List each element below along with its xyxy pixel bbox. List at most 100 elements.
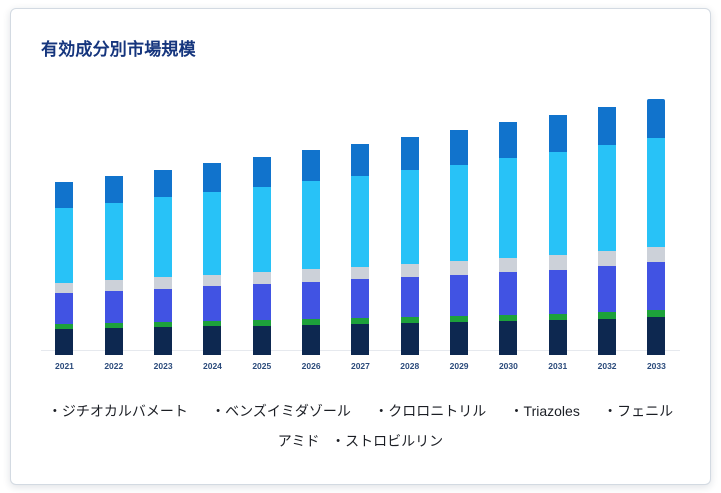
bar-segment [351,323,370,355]
x-axis-label: 2025 [252,360,272,371]
bar-segment [499,122,518,159]
x-axis-label: 2022 [104,360,124,371]
bar-segment [598,318,617,355]
bar-segment [351,266,370,280]
x-axis-label: 2023 [153,360,173,371]
chart-card: 有効成分別市場規模 2021 2022 2023 2024 2025 2026 2027 20… [10,8,711,485]
bar-stack [302,99,321,355]
bar-segment [203,320,222,327]
bar-segment [598,250,617,266]
bar-segment [499,321,518,355]
bar-segment [252,186,271,273]
bar-column-2033: 2033 [647,98,666,371]
x-axis-label: 2032 [597,360,617,371]
bar-segment [55,182,74,208]
bar-segment [450,322,469,355]
bar-segment [104,175,123,203]
bar-segment [104,202,123,281]
bar-column-2030: 2030 [499,99,518,371]
bar-stack [450,99,469,355]
x-axis-label: 2029 [449,360,469,371]
bar-stack [55,99,74,355]
bar-column-2028: 2028 [400,99,419,371]
bar-segment [302,318,321,325]
bar-segment [499,258,518,273]
bar-stack [104,99,123,355]
bar-segment [55,282,74,294]
bar-segment [598,144,617,251]
x-axis-label: 2021 [55,360,74,371]
bar-segment [548,320,567,355]
bar-segment [400,277,419,317]
bar-stack [548,99,567,355]
bar-segment [154,321,173,328]
x-axis-label: 2026 [301,360,321,371]
bar-segment [104,322,123,329]
bar-segment [203,274,222,287]
bar-stack [203,99,222,355]
bar-stack [252,99,271,355]
bar-column-2029: 2029 [450,99,469,371]
bar-segment [154,197,173,278]
bar-stack [351,99,370,355]
bar-segment [647,98,666,138]
bar-segment [351,279,370,318]
bar-segment [252,283,271,320]
bar-segment [55,207,74,283]
bar-column-2032: 2032 [598,99,617,371]
bar-segment [647,137,666,247]
x-axis-label: 2024 [202,360,222,371]
chart-title: 有効成分別市場規模 [41,40,196,59]
bar-segment [252,272,271,284]
bar-segment [499,272,518,315]
bar-segment [400,323,419,355]
bar-segment [499,314,518,322]
bar-column-2024: 2024 [203,99,222,371]
bar-segment [548,114,567,153]
bar-segment [203,286,222,321]
bar-column-2023: 2023 [154,99,173,371]
bar-segment [400,263,419,278]
bar-segment [647,246,666,263]
bar-segment [400,170,419,264]
bar-segment [55,328,74,355]
bar-column-2022: 2022 [104,99,123,371]
bar-column-2031: 2031 [548,99,567,371]
bar-segment [252,325,271,355]
bar-segment [55,323,74,329]
bar-segment [302,150,321,182]
bar-segment [400,316,419,323]
bar-segment [598,106,617,145]
plot-area: 2021 2022 2023 2024 2025 2026 2027 2028 2029 2030… [41,94,680,370]
bar-segment [203,326,222,355]
bar-segment [252,319,271,326]
bar-segment [154,277,173,289]
x-axis-label: 2030 [498,360,518,371]
bar-column-2025: 2025 [252,99,271,371]
bar-segment [548,269,567,314]
bar-segment [154,169,173,198]
bar-column-2021: 2021 [55,99,74,371]
bar-segment [104,328,123,355]
bar-segment [598,265,617,312]
bar-segment [104,290,123,323]
bar-segment [154,327,173,355]
bar-segment [548,152,567,256]
bar-segment [499,158,518,259]
x-axis-label: 2027 [350,360,370,371]
bar-segment [351,317,370,324]
bar-segment [548,313,567,321]
bar-segment [302,281,321,319]
bar-segment [252,156,271,187]
bar-chart: 2021 2022 2023 2024 2025 2026 2027 2028 2029 2030… [41,94,680,370]
bar-segment [302,181,321,270]
bar-segment [450,315,469,323]
bar-segment [450,164,469,261]
bar-segment [351,143,370,177]
bar-segment [55,293,74,324]
bar-stack [499,99,518,355]
bar-segment [203,191,222,275]
bar-segment [351,176,370,267]
bar-segment [450,260,469,275]
